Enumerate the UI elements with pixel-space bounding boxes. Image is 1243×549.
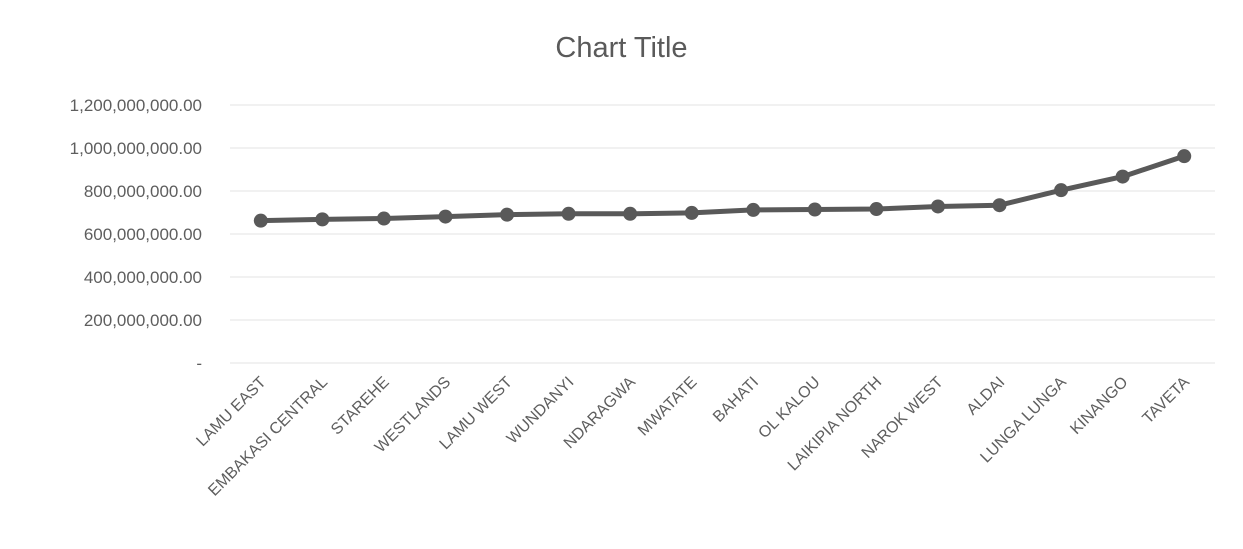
y-tick-label: 800,000,000.00 (84, 182, 202, 201)
y-tick-label: - (196, 354, 202, 373)
data-point (746, 202, 761, 217)
y-tick-label: 1,000,000,000.00 (70, 139, 202, 158)
data-point (315, 212, 330, 227)
data-point (623, 206, 638, 221)
x-category-label: EMBAKASI CENTRAL (205, 374, 331, 500)
data-point (1115, 169, 1130, 184)
x-category-label: ALDAI (964, 374, 1009, 419)
series-line (258, 153, 1187, 224)
data-point (500, 207, 515, 222)
y-tick-label: 200,000,000.00 (84, 311, 202, 330)
x-category-label: KINANGO (1067, 374, 1131, 438)
data-point (869, 202, 884, 217)
y-tick-label: 1,200,000,000.00 (70, 96, 202, 115)
y-tick-label: 400,000,000.00 (84, 268, 202, 287)
data-point (1177, 149, 1192, 164)
data-point (930, 199, 945, 214)
series-layer (253, 149, 1192, 228)
x-category-label: MWATATE (635, 374, 701, 440)
chart-title: Chart Title (555, 32, 688, 64)
y-axis-tick-labels: - 200,000,000.00 400,000,000.00 600,000,000… (70, 96, 202, 373)
x-category-label: BAHATI (710, 374, 762, 426)
data-point (376, 211, 391, 226)
data-point (1054, 183, 1069, 198)
y-tick-label: 600,000,000.00 (84, 225, 202, 244)
x-category-label: TAVETA (1140, 374, 1194, 428)
data-point (807, 202, 822, 217)
data-point (561, 206, 576, 221)
x-category-label: OL KALOU (755, 374, 823, 442)
gridlines (230, 104, 1215, 364)
data-point (684, 205, 699, 220)
data-point (253, 213, 268, 228)
data-point (438, 209, 453, 224)
x-category-label: STAREHE (328, 374, 393, 439)
data-point (992, 198, 1007, 213)
